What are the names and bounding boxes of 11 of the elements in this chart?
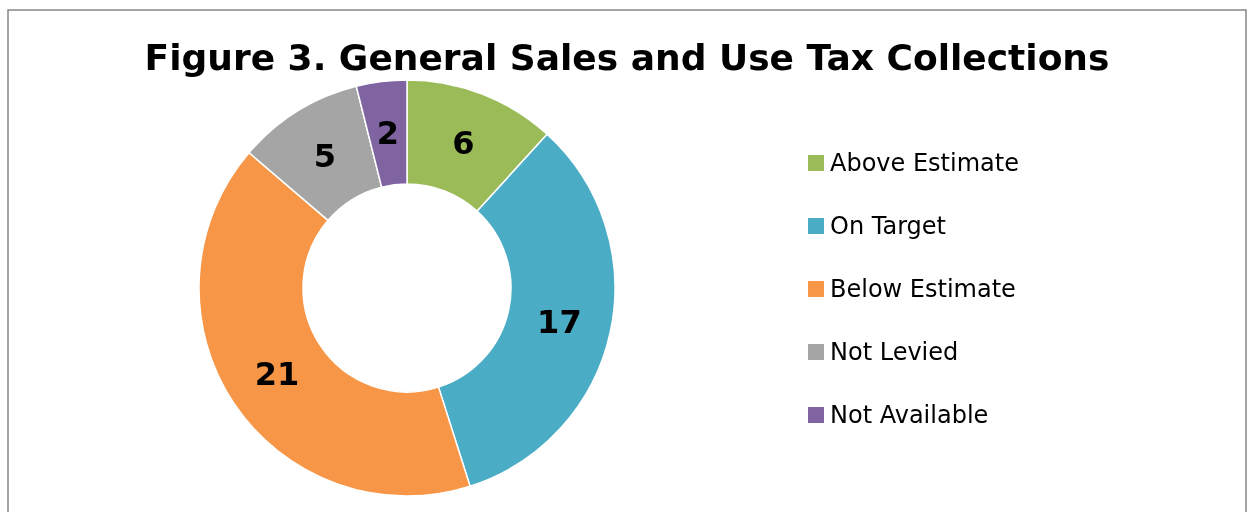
legend-label: Not Available bbox=[830, 401, 989, 430]
legend-label: On Target bbox=[830, 212, 946, 241]
data-label: 2 bbox=[376, 114, 399, 153]
legend-label: Above Estimate bbox=[830, 149, 1019, 178]
data-label: 6 bbox=[452, 123, 475, 162]
legend-label: Not Levied bbox=[830, 338, 959, 367]
legend-label: Below Estimate bbox=[830, 275, 1016, 304]
data-label: 5 bbox=[313, 136, 337, 175]
chart-title: Figure 3. General Sales and Use Tax Collections bbox=[144, 37, 1110, 78]
data-label: 21 bbox=[254, 355, 300, 394]
data-label: 17 bbox=[537, 302, 582, 341]
